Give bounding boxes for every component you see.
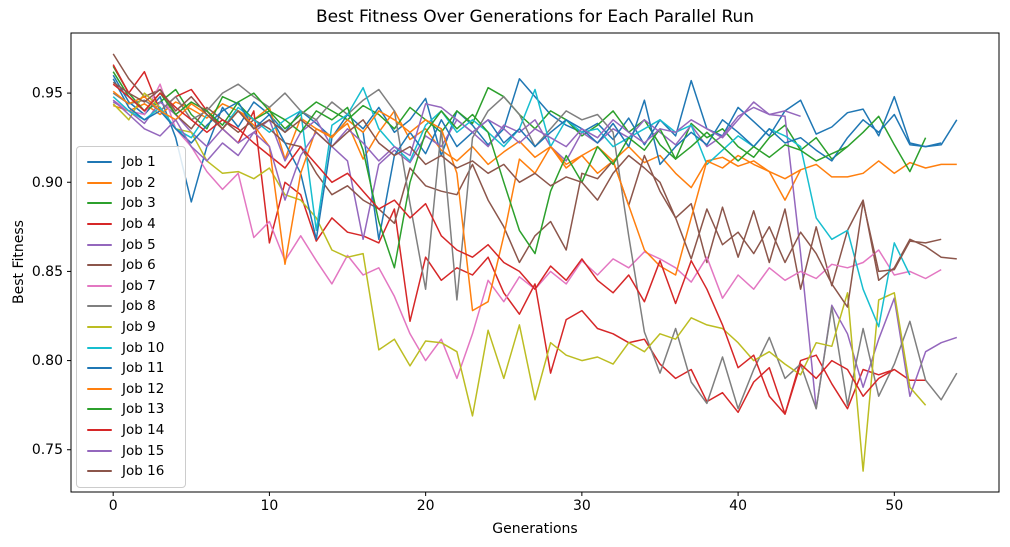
legend-line-swatch [87,429,112,432]
x-axis-label: Generations [492,521,578,537]
legend-label: Job 9 [122,319,156,336]
legend-line-swatch [87,161,112,164]
legend-label: Job 5 [122,236,156,253]
legend-label: Job 1 [122,154,156,171]
y-tick-label: 0.95 [32,86,63,102]
legend-label: Job 13 [122,401,165,418]
legend-label: Job 15 [122,442,165,459]
legend-item-job-14: Job 14 [77,420,185,441]
series-line-job-9 [112,92,927,472]
series-line-job-16 [112,81,942,308]
y-tick-label: 0.80 [32,353,63,369]
y-tick-label: 0.85 [32,264,63,280]
legend-item-job-7: Job 7 [77,276,185,297]
series-line-job-4 [112,64,926,415]
series-line-job-2 [112,101,957,201]
legend-item-job-10: Job 10 [77,337,185,358]
legend-label: Job 11 [122,360,165,377]
series-line-job-14 [112,83,895,415]
legend-line-swatch [87,449,112,452]
legend-line-swatch [87,470,112,473]
legend-item-job-13: Job 13 [77,399,185,420]
legend-line-swatch [87,305,112,308]
legend-line-swatch [87,408,112,411]
x-tick-label: 20 [417,498,435,514]
legend-item-job-6: Job 6 [77,255,185,276]
legend-label: Job 12 [122,380,165,397]
series-line-job-1 [112,74,958,203]
chart-title: Best Fitness Over Generations for Each P… [315,7,755,27]
legend-line-swatch [87,223,112,226]
legend: Job 1 Job 2 Job 3 Job 4 Job 5 Job 6 Job 7 Job 8… [76,146,186,488]
legend-label: Job 10 [122,339,165,356]
x-tick-label: 0 [109,498,118,514]
legend-label: Job 14 [122,422,165,439]
legend-item-job-3: Job 3 [77,193,185,214]
x-tick-label: 50 [885,498,903,514]
x-tick-label: 10 [260,498,278,514]
legend-item-job-16: Job 16 [77,461,185,482]
x-tick-label: 40 [729,498,747,514]
legend-label: Job 8 [122,298,156,315]
legend-line-swatch [87,202,112,205]
legend-line-swatch [87,181,112,184]
y-tick-label: 0.90 [32,175,63,191]
legend-line-swatch [87,387,112,390]
x-tick-label: 30 [573,498,591,514]
series-line-job-10 [112,86,911,328]
legend-label: Job 3 [122,195,156,212]
legend-item-job-11: Job 11 [77,358,185,379]
y-tick-label: 0.75 [32,442,63,458]
legend-line-swatch [87,243,112,246]
legend-label: Job 16 [122,463,165,480]
legend-item-job-15: Job 15 [77,440,185,461]
series-line-job-7 [112,83,942,380]
legend-line-swatch [87,264,112,267]
legend-item-job-4: Job 4 [77,214,185,235]
legend-item-job-5: Job 5 [77,234,185,255]
series-line-job-8 [112,83,958,410]
series-line-job-15 [112,99,801,201]
plot-border [70,32,1000,493]
series-line-job-13 [112,71,848,269]
legend-line-swatch [87,367,112,370]
legend-label: Job 2 [122,174,156,191]
legend-item-job-1: Job 1 [77,152,185,173]
legend-label: Job 4 [122,216,156,233]
y-axis-label: Best Fitness [11,220,27,304]
legend-line-swatch [87,346,112,349]
legend-label: Job 7 [122,277,156,294]
legend-item-job-2: Job 2 [77,173,185,194]
series-line-job-3 [112,65,927,173]
legend-line-swatch [87,326,112,329]
legend-item-job-8: Job 8 [77,296,185,317]
series-line-job-11 [112,78,942,241]
legend-item-job-9: Job 9 [77,317,185,338]
legend-line-swatch [87,284,112,287]
legend-label: Job 6 [122,257,156,274]
legend-item-job-12: Job 12 [77,379,185,400]
